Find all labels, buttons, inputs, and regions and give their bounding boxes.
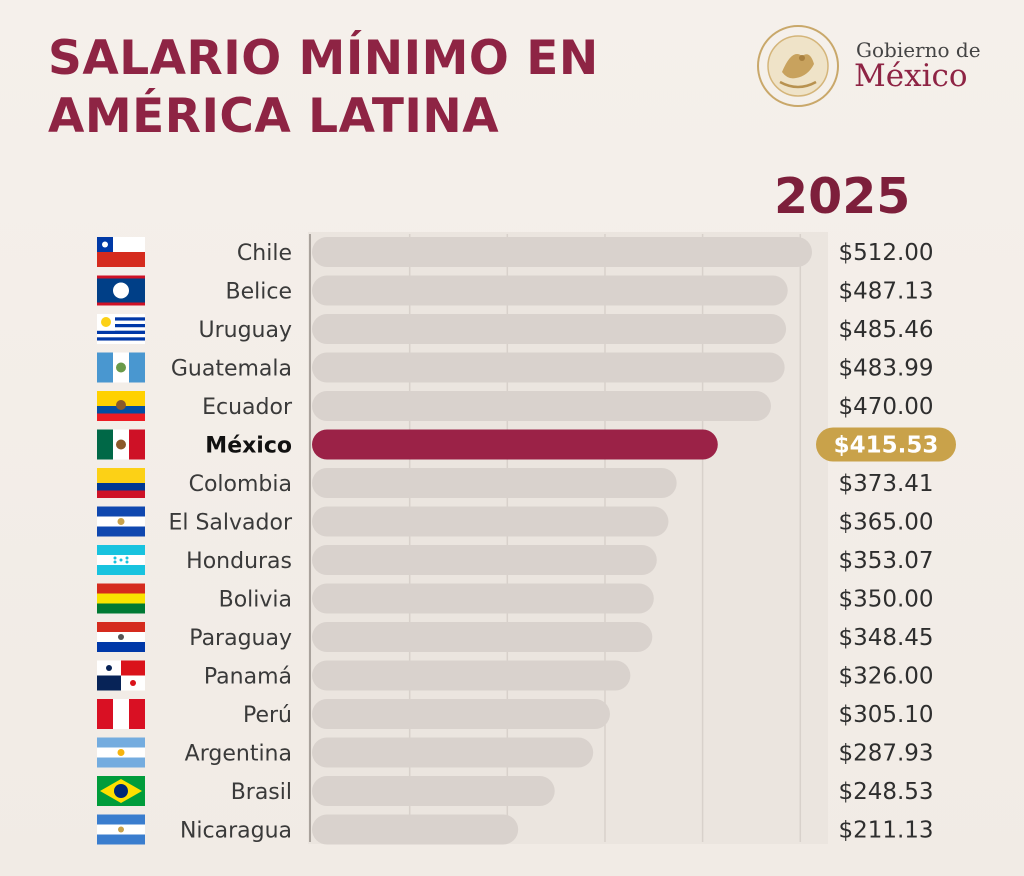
el-salvador-flag-icon — [97, 506, 145, 537]
country-label-uruguay: Uruguay — [199, 318, 293, 343]
value-label-nicaragua: $211.13 — [838, 818, 933, 844]
value-label-brasil: $248.53 — [838, 779, 933, 805]
country-label-paraguay: Paraguay — [189, 626, 292, 651]
country-label-guatemala: Guatemala — [171, 357, 292, 382]
argentina-flag-icon — [97, 737, 145, 768]
colombia-flag-icon — [97, 468, 145, 498]
bar-guatemala — [312, 352, 785, 383]
country-label-brasil: Brasil — [231, 780, 292, 805]
bar-ecuador — [312, 391, 771, 421]
value-label-chile: $512.00 — [838, 240, 933, 266]
brazil-flag-icon — [97, 776, 145, 806]
nicaragua-flag-icon — [97, 814, 145, 845]
value-label-ecuador: $470.00 — [838, 394, 933, 420]
country-label-el-salvador: El Salvador — [168, 511, 292, 536]
chile-flag-icon — [97, 237, 145, 267]
bar-el-salvador — [312, 506, 669, 537]
logo-text-mexico: México — [854, 58, 968, 94]
bar-peru — [312, 699, 610, 729]
value-label-colombia: $373.41 — [838, 471, 933, 497]
value-label-belice: $487.13 — [838, 279, 933, 305]
country-label-ecuador: Ecuador — [202, 395, 293, 420]
page-title: SALARIO MÍNIMO EN AMÉRICA LATINA — [48, 30, 599, 146]
gobierno-de-mexico-logo: Gobierno de México — [752, 20, 1002, 110]
bar-honduras — [312, 545, 657, 575]
bar-bolivia — [312, 583, 654, 614]
guatemala-flag-icon — [97, 352, 145, 383]
panama-flag-icon — [97, 660, 145, 691]
country-label-honduras: Honduras — [186, 549, 292, 574]
bar-mexico — [312, 429, 718, 460]
highlight-value-badge — [816, 427, 956, 462]
value-label-bolivia: $350.00 — [838, 587, 933, 613]
bar-brasil — [312, 776, 555, 806]
bar-panama — [312, 660, 631, 691]
country-label-argentina: Argentina — [185, 742, 292, 767]
bolivia-flag-icon — [97, 583, 145, 614]
country-label-belice: Belice — [226, 280, 292, 305]
value-label-honduras: $353.07 — [838, 548, 933, 574]
country-label-colombia: Colombia — [189, 472, 292, 497]
logo-text-gobierno: Gobierno de — [856, 38, 981, 62]
peru-flag-icon — [97, 699, 145, 729]
country-label-peru: Perú — [243, 703, 292, 728]
honduras-flag-icon — [97, 545, 145, 575]
country-label-nicaragua: Nicaragua — [180, 819, 292, 844]
value-label-panama: $326.00 — [838, 664, 933, 690]
value-label-paraguay: $348.45 — [838, 625, 933, 651]
value-label-mexico: $415.53 — [834, 433, 939, 459]
country-label-mexico: México — [205, 434, 292, 459]
ecuador-flag-icon — [97, 391, 145, 421]
year-label: 2025 — [774, 168, 911, 225]
bar-nicaragua — [312, 814, 519, 845]
bar-colombia — [312, 468, 677, 498]
value-label-guatemala: $483.99 — [838, 356, 933, 382]
bar-belice — [312, 275, 788, 306]
mexico-seal-icon — [757, 25, 839, 107]
mexico-flag-icon — [97, 429, 145, 460]
bar-chile — [312, 237, 812, 267]
value-label-argentina: $287.93 — [838, 741, 933, 767]
bar-argentina — [312, 737, 594, 768]
country-label-panama: Panamá — [204, 665, 292, 690]
uruguay-flag-icon — [97, 314, 145, 344]
bar-paraguay — [312, 622, 653, 652]
title-line-1: SALARIO MÍNIMO EN — [48, 31, 599, 86]
country-label-chile: Chile — [237, 241, 292, 266]
paraguay-flag-icon — [97, 622, 145, 652]
bar-uruguay — [312, 314, 787, 344]
value-label-peru: $305.10 — [838, 702, 933, 728]
value-label-uruguay: $485.46 — [838, 317, 933, 343]
title-line-2: AMÉRICA LATINA — [48, 89, 500, 144]
value-label-el-salvador: $365.00 — [838, 510, 933, 536]
belize-flag-icon — [97, 275, 145, 306]
country-label-bolivia: Bolivia — [219, 588, 292, 613]
